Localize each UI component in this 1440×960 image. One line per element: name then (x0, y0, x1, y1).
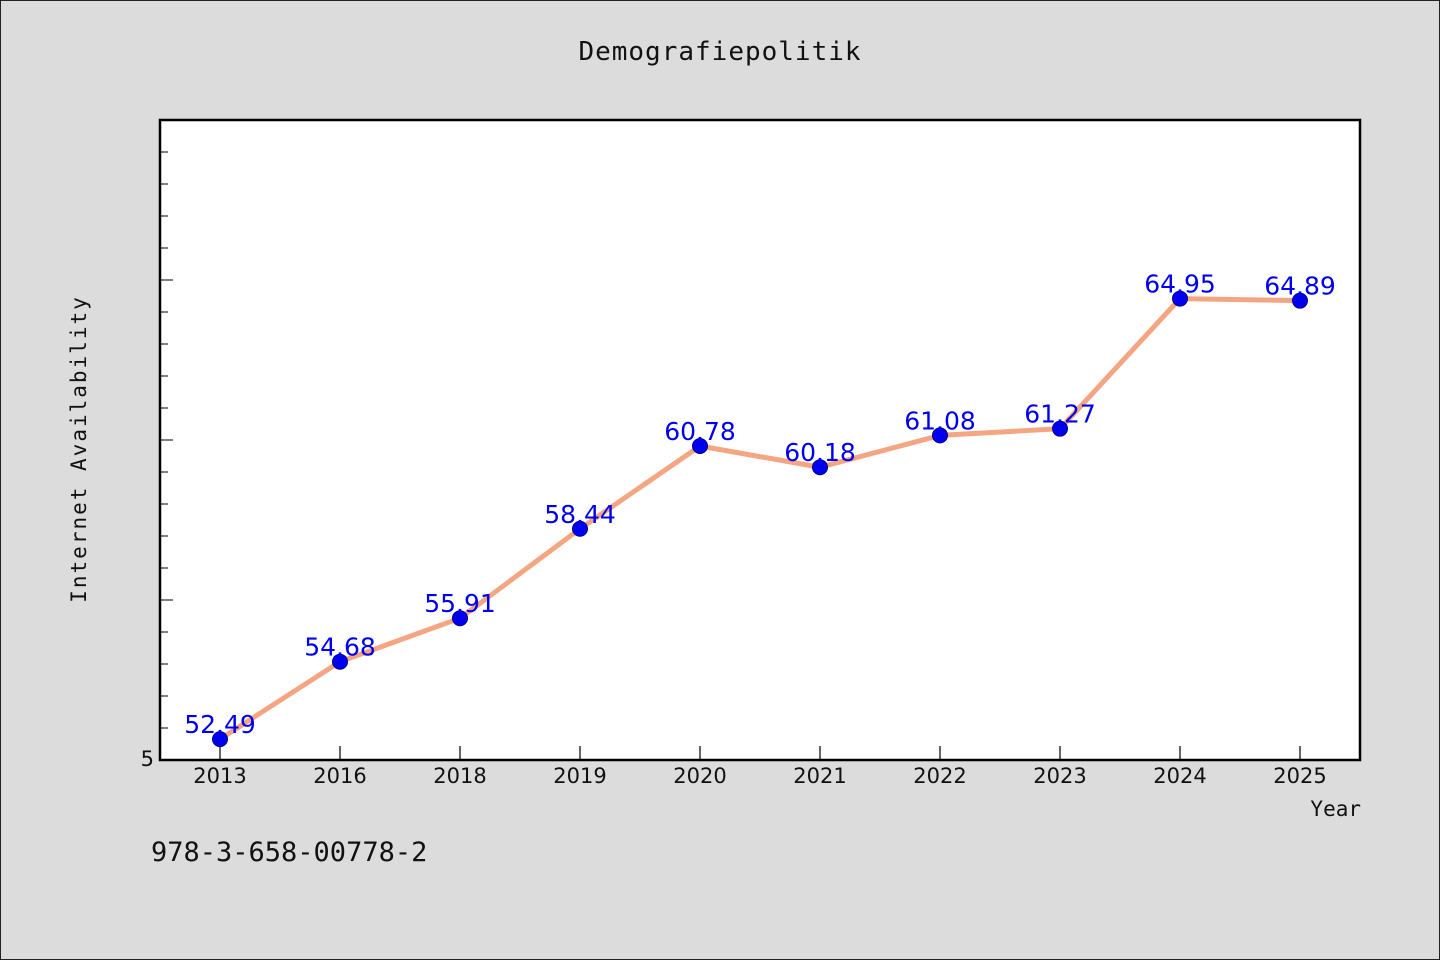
data-label: 64.95 (1144, 270, 1216, 299)
data-point (692, 438, 708, 455)
data-label: 60.18 (784, 438, 856, 467)
data-point (932, 427, 948, 444)
data-point (452, 610, 468, 627)
x-axis-label: Year (1310, 797, 1361, 821)
data-point (1052, 420, 1068, 437)
data-point (1172, 290, 1188, 307)
x-tick-label: 2013 (193, 764, 246, 788)
x-tick-label: 2019 (553, 764, 606, 788)
data-label: 55.91 (424, 589, 496, 618)
data-label: 64.89 (1264, 272, 1336, 301)
footer-code: 978-3-658-00778-2 (151, 837, 428, 868)
x-tick-label: 2025 (1273, 764, 1326, 788)
data-point (212, 731, 228, 748)
y-tick-label: 5 (141, 747, 154, 771)
x-tick-label: 2020 (673, 764, 726, 788)
chart-title: Demografiepolitik (578, 37, 862, 67)
data-point (812, 459, 828, 476)
x-tick-label: 2021 (793, 764, 846, 788)
series-line (218, 296, 1301, 742)
data-point (572, 520, 588, 537)
x-tick-label: 2022 (913, 764, 966, 788)
data-point (1292, 292, 1308, 309)
data-label: 61.08 (904, 406, 976, 435)
data-label: 52.49 (184, 710, 256, 739)
data-label: 60.78 (664, 417, 736, 446)
data-label: 54.68 (304, 633, 376, 662)
data-point (332, 653, 348, 670)
x-tick-label: 2018 (433, 764, 486, 788)
x-tick-label: 2016 (313, 764, 366, 788)
x-tick-label: 2023 (1033, 764, 1086, 788)
x-tick-label: 2024 (1153, 764, 1206, 788)
data-label: 58.44 (544, 500, 616, 529)
data-label: 61.27 (1024, 400, 1096, 429)
